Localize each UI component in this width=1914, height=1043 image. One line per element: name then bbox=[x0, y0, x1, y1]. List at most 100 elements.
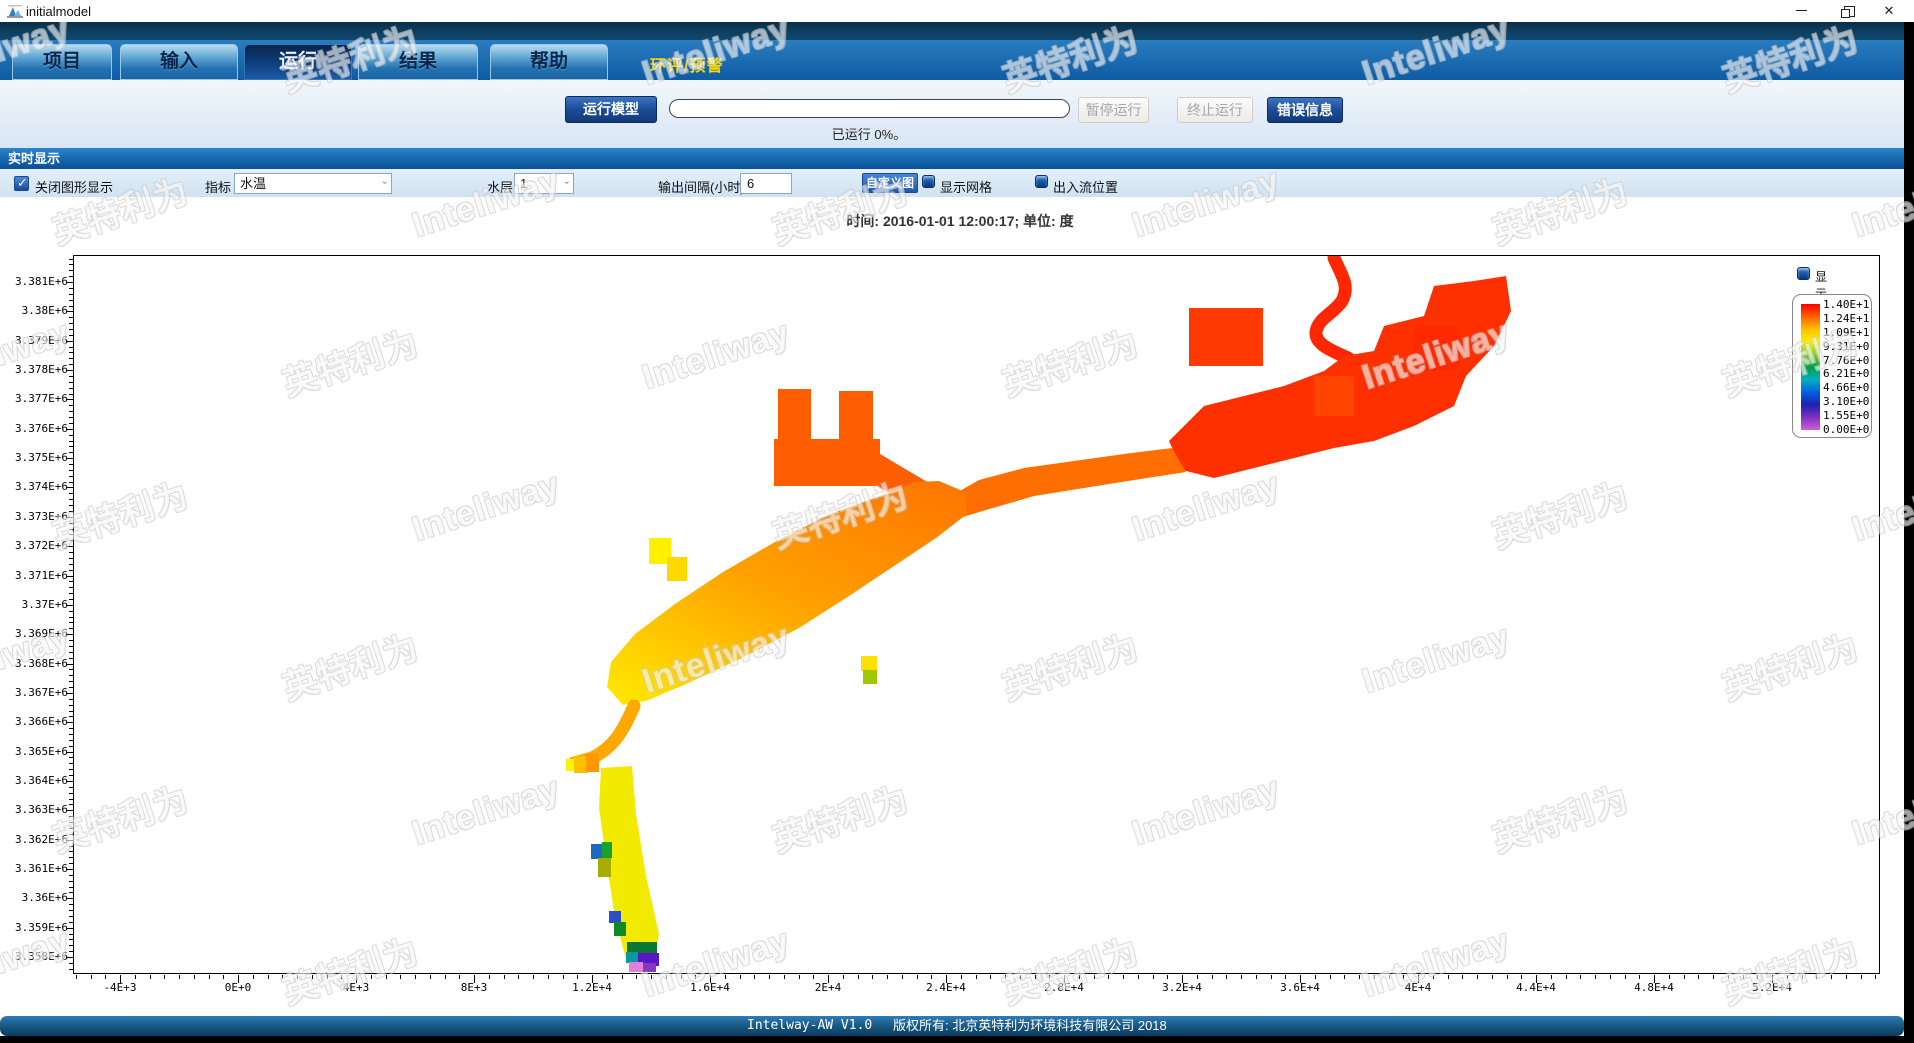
y-minor-tick bbox=[69, 622, 74, 624]
tab-project[interactable]: 项目 bbox=[12, 44, 112, 80]
y-minor-tick bbox=[69, 569, 74, 571]
colorbar-value: 9.31E+0 bbox=[1823, 339, 1870, 353]
x-minor-tick bbox=[1462, 975, 1464, 979]
y-minor-tick bbox=[69, 505, 74, 506]
y-minor-tick bbox=[69, 757, 74, 759]
y-tick-label: 3.362E+6 bbox=[15, 832, 68, 846]
y-major-tick bbox=[66, 927, 74, 929]
colorbar-value: 6.21E+0 bbox=[1823, 367, 1870, 381]
indicator-dropdown[interactable]: 水温 bbox=[234, 173, 392, 196]
x-major-tick bbox=[710, 975, 711, 983]
y-major-tick bbox=[66, 311, 74, 313]
close-graphics-checkbox[interactable] bbox=[14, 175, 29, 191]
status-bar: Intelway-AW V1.0 版权所有: 北京英特利为环境科技有限公司 20… bbox=[0, 1016, 1904, 1036]
run-model-button[interactable]: 运行模型 bbox=[565, 96, 657, 123]
map-cell bbox=[627, 942, 657, 953]
x-minor-tick bbox=[1875, 975, 1877, 979]
y-minor-tick bbox=[69, 827, 74, 829]
map-cell bbox=[591, 844, 602, 859]
error-info-button[interactable]: 错误信息 bbox=[1267, 97, 1343, 123]
y-minor-tick bbox=[69, 833, 74, 835]
map-cell bbox=[609, 911, 621, 923]
map-plot-area bbox=[73, 251, 1880, 974]
x-major-tick bbox=[828, 975, 829, 983]
x-minor-tick bbox=[1285, 975, 1287, 979]
custom-legend-button[interactable]: 自定义图谱 bbox=[862, 173, 918, 208]
y-minor-tick bbox=[69, 704, 74, 706]
y-minor-tick bbox=[69, 628, 74, 630]
x-minor-tick bbox=[1491, 975, 1493, 979]
x-minor-tick bbox=[798, 975, 800, 979]
x-minor-tick bbox=[1344, 975, 1346, 979]
tab-run[interactable]: 运行 bbox=[244, 44, 352, 80]
fork-left-prong bbox=[778, 389, 811, 446]
tab-help[interactable]: 帮助 bbox=[490, 44, 608, 80]
x-minor-tick bbox=[149, 975, 151, 979]
x-minor-tick bbox=[1506, 975, 1508, 979]
show-grid-icon[interactable] bbox=[922, 175, 935, 188]
minimize-button[interactable] bbox=[1784, 0, 1818, 22]
x-minor-tick bbox=[1373, 975, 1375, 979]
map-cell bbox=[1414, 326, 1459, 371]
x-minor-tick bbox=[547, 975, 549, 979]
y-minor-tick bbox=[69, 951, 74, 953]
y-major-tick bbox=[66, 634, 74, 636]
tab-input[interactable]: 输入 bbox=[120, 44, 238, 80]
y-tick-label: 3.38E+6 bbox=[21, 304, 68, 318]
map-cell bbox=[861, 656, 877, 671]
y-tick-label: 3.377E+6 bbox=[15, 392, 68, 406]
tab-eia-warning[interactable]: 环评/预警 bbox=[650, 58, 724, 75]
y-minor-tick bbox=[69, 669, 74, 671]
layer-dropdown[interactable]: 1 bbox=[514, 173, 574, 196]
x-tick-label: 4E+3 bbox=[342, 981, 370, 994]
y-major-tick bbox=[66, 282, 74, 283]
map-cell bbox=[574, 756, 588, 773]
x-minor-tick bbox=[311, 975, 313, 979]
y-major-tick bbox=[66, 751, 74, 753]
realtime-header: 实时显示 bbox=[0, 148, 1904, 169]
y-minor-tick bbox=[69, 910, 74, 911]
y-minor-tick bbox=[69, 681, 74, 683]
app-icon bbox=[7, 5, 23, 18]
y-tick-label: 3.371E+6 bbox=[15, 568, 68, 582]
x-major-tick bbox=[1182, 975, 1183, 983]
interval-label: 输出间隔(小时) bbox=[658, 180, 745, 195]
y-tick-label: 3.361E+6 bbox=[15, 862, 68, 875]
x-minor-tick bbox=[1241, 975, 1242, 979]
x-minor-tick bbox=[1860, 975, 1862, 979]
tab-result[interactable]: 结果 bbox=[358, 44, 478, 80]
x-minor-tick bbox=[754, 975, 756, 979]
y-major-tick bbox=[66, 957, 74, 958]
x-minor-tick bbox=[606, 975, 608, 979]
map-cell bbox=[629, 962, 643, 972]
x-minor-tick bbox=[1196, 975, 1198, 979]
y-minor-tick bbox=[69, 710, 74, 712]
y-tick-label: 3.375E+6 bbox=[15, 451, 68, 465]
x-minor-tick bbox=[1123, 975, 1124, 979]
restore-button[interactable] bbox=[1828, 0, 1862, 22]
y-minor-tick bbox=[69, 258, 74, 260]
flow-position-icon[interactable] bbox=[1035, 175, 1048, 188]
y-minor-tick bbox=[69, 287, 74, 289]
x-minor-tick bbox=[813, 975, 815, 979]
show-grid-label: 显示网格 bbox=[940, 180, 993, 195]
stop-run-button[interactable]: 终止运行 bbox=[1177, 97, 1253, 123]
x-minor-tick bbox=[975, 975, 977, 979]
y-tick-label: 3.364E+6 bbox=[15, 773, 68, 787]
close-graphics-label: 关闭图形显示 bbox=[35, 180, 114, 195]
x-minor-tick bbox=[444, 975, 446, 979]
interval-input[interactable]: 6 bbox=[740, 173, 792, 194]
map-cell bbox=[566, 759, 576, 771]
show-background-icon[interactable] bbox=[1797, 267, 1810, 280]
x-minor-tick bbox=[415, 975, 416, 979]
pause-run-button[interactable]: 暂停运行 bbox=[1078, 97, 1149, 123]
x-minor-tick bbox=[1639, 975, 1641, 979]
watermark-text: Inteliway bbox=[0, 313, 75, 397]
x-minor-tick bbox=[769, 975, 770, 979]
y-minor-tick bbox=[69, 716, 74, 718]
y-tick-label: 3.373E+6 bbox=[15, 509, 68, 523]
close-button[interactable]: ✕ bbox=[1883, 3, 1895, 18]
fork-right-prong bbox=[839, 391, 873, 448]
x-minor-tick bbox=[208, 975, 210, 979]
x-minor-tick bbox=[1388, 975, 1390, 979]
